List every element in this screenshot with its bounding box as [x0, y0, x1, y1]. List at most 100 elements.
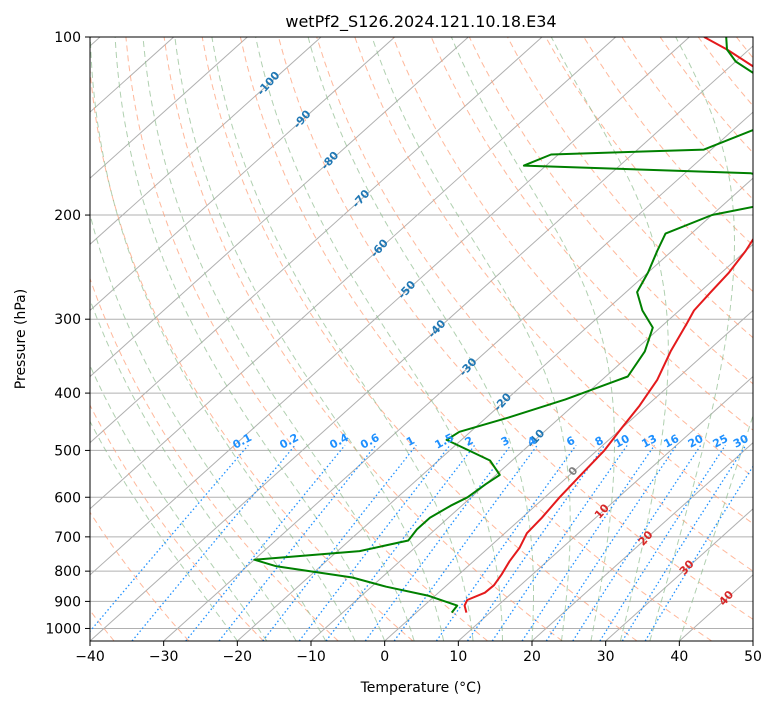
moist-adiabat-line — [114, 37, 386, 641]
mixing-ratio-line — [364, 444, 512, 641]
mixing-ratio-label: 0.2 — [277, 431, 300, 452]
isotherm-line — [236, 177, 753, 641]
isotherm-line — [90, 45, 753, 641]
moist-adiabat-line — [90, 298, 297, 641]
x-tick-label: 50 — [744, 649, 762, 665]
isotherm-line — [90, 37, 690, 576]
isotherm-line — [531, 441, 753, 641]
x-tick-label: 30 — [597, 649, 615, 665]
dewpoint-profile-line — [253, 37, 753, 614]
chart-title: wetPf2_S126.2024.121.10.18.E34 — [285, 12, 556, 32]
plot-frame — [89, 36, 754, 642]
y-tick-label: 100 — [54, 30, 81, 46]
mixing-ratio-label: 0.4 — [327, 431, 351, 452]
dry-adiabat-line — [90, 64, 414, 641]
mixing-ratio-line — [298, 444, 451, 641]
mixing-ratio-label: 6 — [564, 434, 577, 449]
dry-adiabat-line — [316, 37, 753, 572]
mixing-ratio-line — [393, 444, 538, 641]
isotherm-line — [384, 309, 753, 641]
mixing-ratio-label: 1 — [404, 434, 417, 449]
isotherm-line — [752, 640, 753, 641]
moist-adiabat-line — [371, 37, 571, 641]
mixing-ratio-label: 25 — [711, 432, 731, 451]
dry-adiabat-line — [354, 37, 753, 525]
mixing-ratio-line — [262, 444, 417, 641]
y-tick-label: 600 — [54, 490, 81, 506]
moist-adiabat-line — [678, 413, 753, 641]
moist-adiabat-line — [211, 37, 474, 641]
y-tick-label: 500 — [54, 443, 81, 459]
y-tick-label: 900 — [54, 594, 81, 610]
x-tick-label: −10 — [296, 649, 326, 665]
moist-adiabat-line — [174, 37, 445, 641]
moist-adiabat-line — [550, 37, 669, 641]
moist-adiabat-line — [255, 37, 503, 641]
x-tick-label: −40 — [75, 649, 105, 665]
moist-adiabat-line — [649, 37, 735, 641]
dry-adiabat-line — [163, 37, 563, 641]
x-tick-label: −20 — [223, 649, 253, 665]
moist-adiabat-line — [450, 37, 615, 641]
x-tick-label: 10 — [449, 649, 467, 665]
dry-adiabat-line — [90, 404, 264, 641]
background-lines — [90, 37, 753, 641]
x-tick-label: 0 — [380, 649, 389, 665]
dry-adiabat-line — [90, 277, 339, 641]
y-tick-label: 300 — [54, 312, 81, 328]
isotherm-line — [605, 508, 753, 641]
moist-adiabat-line — [307, 37, 534, 641]
moist-adiabat-line — [90, 37, 356, 641]
dry-adiabat-line — [621, 37, 753, 201]
dry-adiabat-line — [430, 37, 753, 431]
mixing-ratio-label: 16 — [662, 432, 682, 451]
mixing-ratio-label: 20 — [686, 432, 706, 451]
dry-adiabat-line — [507, 37, 753, 339]
x-axis: −40 −30 −20 −10 0 10 20 30 40 50 — [75, 641, 762, 665]
y-tick-label: 400 — [54, 386, 81, 402]
mixing-ratio-labels: 0.1 0.2 0.4 0.6 1 1.5 2 3 4 6 8 10 13 16 20 25 30 — [231, 431, 751, 452]
isotherm-line — [90, 37, 396, 312]
isotherm-line — [678, 574, 753, 641]
mixing-ratio-label: 10 — [612, 432, 632, 451]
mixing-ratio-line — [491, 444, 628, 641]
moist-adiabat-line — [90, 364, 268, 641]
isotherm-line — [457, 375, 753, 641]
dry-adiabat-line — [239, 37, 712, 641]
moist-adiabat-line — [90, 420, 238, 641]
isotherm-line — [90, 37, 617, 510]
isotherm-line — [90, 37, 469, 378]
moist-adiabat-line — [142, 37, 415, 641]
y-axis: 1000 900 800 700 600 500 400 300 200 100 — [45, 30, 90, 637]
y-tick-label: 200 — [54, 208, 81, 224]
dry-adiabat-line — [392, 37, 753, 478]
isotherm-line — [90, 37, 543, 444]
mixing-ratio-line — [466, 444, 606, 641]
isotherm-label: -100 — [254, 69, 282, 98]
isotherm-line — [90, 37, 248, 179]
mixing-ratio-line — [218, 444, 377, 641]
mixing-ratio-line — [435, 444, 577, 641]
mixing-ratio-label: 13 — [639, 432, 659, 451]
dry-adiabat-line — [278, 37, 753, 620]
temperature-profile-line — [463, 37, 753, 613]
mixing-ratio-line — [325, 444, 476, 641]
dry-adiabat-line — [468, 37, 753, 385]
x-tick-label: 20 — [523, 649, 541, 665]
moist-adiabat-line — [90, 212, 327, 641]
mixing-ratio-line — [545, 444, 678, 641]
dry-adiabat-line — [583, 37, 753, 247]
x-axis-label: Temperature (°C) — [360, 680, 482, 696]
x-tick-label: −30 — [149, 649, 179, 665]
y-tick-label: 1000 — [45, 621, 81, 637]
mixing-ratio-line — [599, 444, 726, 641]
mixing-ratio-line — [521, 444, 656, 641]
dry-adiabat-line — [90, 511, 190, 641]
dry-adiabat-line — [697, 37, 753, 107]
y-axis-label: Pressure (hPa) — [13, 289, 29, 389]
dry-adiabat-line — [736, 37, 753, 59]
mixing-ratio-line — [90, 444, 249, 633]
isotherm-line — [90, 37, 322, 246]
mixing-ratio-line — [131, 444, 296, 641]
